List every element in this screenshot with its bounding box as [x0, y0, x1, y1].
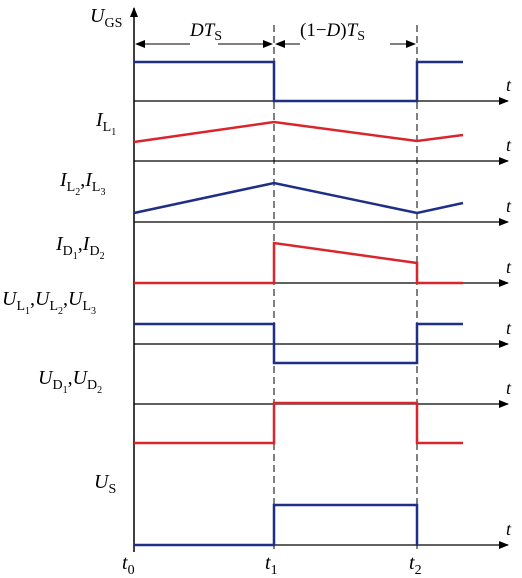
t-label-us: t [506, 519, 512, 539]
il1-waveform [133, 120, 464, 144]
ugs-waveform [134, 60, 463, 103]
ugs-label: UGS [90, 5, 122, 31]
ud-waveform [134, 401, 463, 445]
dts-label: DTS [189, 20, 222, 44]
t1-label: t1 [265, 552, 278, 578]
us-waveform [134, 503, 419, 547]
il1-label: IL1 [95, 109, 116, 138]
id12-waveform [134, 241, 463, 285]
t2-label: t2 [409, 552, 422, 578]
t-label-ul: t [506, 318, 512, 338]
t-label-ud: t [506, 378, 512, 398]
ul-waveform [134, 322, 463, 365]
t-label-id12: t [506, 257, 512, 277]
id12-label: ID1,ID2 [55, 233, 105, 262]
ud-label: UD1,UD2 [38, 367, 102, 396]
ul-label: UL1,UL2,UL3 [2, 288, 96, 317]
t-label-il23: t [506, 196, 512, 216]
t0-label: t0 [122, 552, 135, 578]
t-label-il1: t [506, 135, 512, 155]
il23-label: IL2,IL3 [59, 169, 105, 198]
t-label-ugs: t [506, 75, 512, 95]
il23-waveform [133, 181, 464, 215]
ots-label: (1−D)TS [300, 20, 365, 44]
us-label: US [94, 471, 116, 497]
